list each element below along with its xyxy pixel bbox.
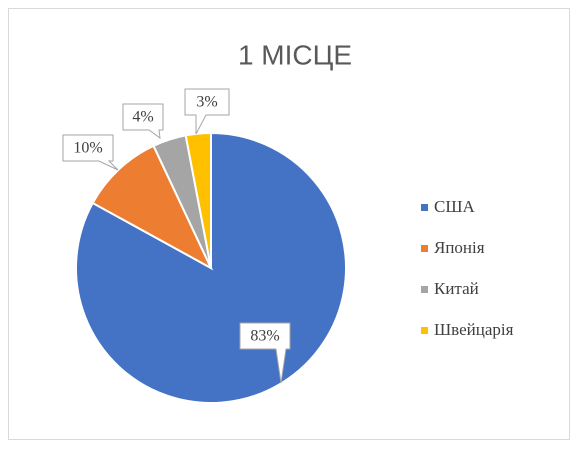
pie-slice [184, 131, 212, 269]
legend-swatch [421, 286, 428, 293]
label-callout [62, 134, 119, 171]
data-label: 4% [132, 109, 153, 126]
data-label: 3% [196, 94, 217, 111]
legend-swatch [421, 204, 428, 211]
label-callout [184, 88, 230, 135]
legend-swatch [421, 245, 428, 252]
label-callout [239, 322, 291, 384]
legend-label: Японія [434, 238, 485, 257]
legend-swatch [421, 327, 428, 334]
legend-label: США [434, 197, 475, 216]
data-label: 83% [250, 328, 279, 345]
pie-slice [91, 144, 214, 271]
label-callout [122, 103, 164, 140]
legend-label: Швейцарія [434, 320, 514, 339]
legend-label: Китай [434, 279, 479, 298]
chart-title: 1 МІСЦЕ [238, 39, 352, 70]
data-label: 10% [73, 140, 102, 157]
